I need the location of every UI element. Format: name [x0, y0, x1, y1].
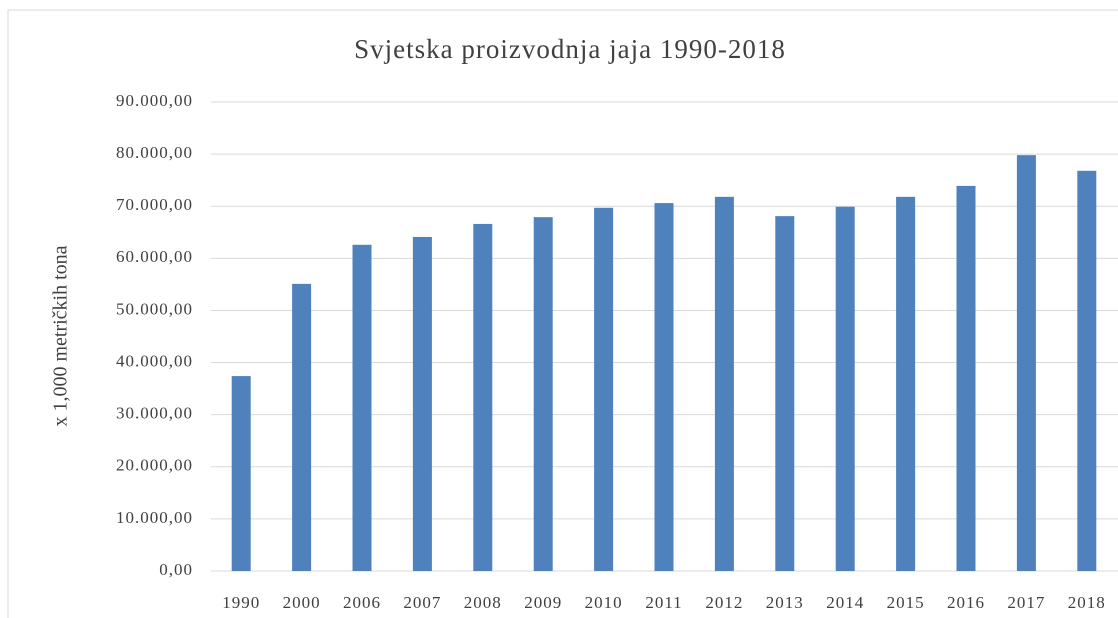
bar — [292, 283, 312, 571]
x-tick-label: 2008 — [464, 593, 502, 612]
y-tick-label: 40.000,00 — [116, 351, 193, 370]
chart-frame — [7, 9, 1118, 618]
bar — [1077, 170, 1097, 571]
bar — [956, 185, 976, 571]
bar — [835, 206, 855, 571]
y-tick-label: 20.000,00 — [116, 456, 193, 475]
x-tick-label: 2012 — [705, 593, 743, 612]
bar — [533, 217, 553, 571]
bar — [412, 236, 432, 571]
x-tick-label: 2013 — [766, 593, 804, 612]
x-tick-label: 2010 — [585, 593, 623, 612]
y-tick-label: 60.000,00 — [116, 247, 193, 266]
y-tick-label: 70.000,00 — [116, 195, 193, 214]
x-tick-label: 2014 — [826, 593, 864, 612]
bar — [473, 223, 493, 571]
y-tick-label: 0,00 — [159, 560, 193, 579]
y-tick-label: 80.000,00 — [116, 143, 193, 162]
x-tick-label: 2015 — [887, 593, 925, 612]
x-tick-label: 2017 — [1007, 593, 1045, 612]
x-tick-label: 2006 — [343, 593, 381, 612]
y-tick-label: 10.000,00 — [116, 508, 193, 527]
y-axis-label: x 1,000 metričkih tona — [50, 245, 72, 426]
x-tick-label: 2000 — [283, 593, 321, 612]
x-tick-label: 2011 — [645, 593, 682, 612]
bar — [1016, 155, 1036, 572]
chart-title: Svjetska proizvodnja jaja 1990-2018 — [354, 34, 786, 64]
y-tick-label: 50.000,00 — [116, 299, 193, 318]
y-tick-label: 30.000,00 — [116, 404, 193, 423]
x-tick-label: 2018 — [1068, 593, 1106, 612]
bar — [352, 244, 372, 572]
x-tick-label: 2007 — [403, 593, 441, 612]
bar — [775, 216, 795, 571]
bar — [594, 207, 614, 571]
bar — [231, 376, 251, 571]
bar — [714, 196, 734, 571]
y-tick-label: 90.000,00 — [116, 91, 193, 110]
x-tick-label: 2009 — [524, 593, 562, 612]
bar — [654, 203, 674, 571]
x-tick-label: 2016 — [947, 593, 985, 612]
x-tick-label: 1990 — [222, 593, 260, 612]
bar — [896, 196, 916, 571]
